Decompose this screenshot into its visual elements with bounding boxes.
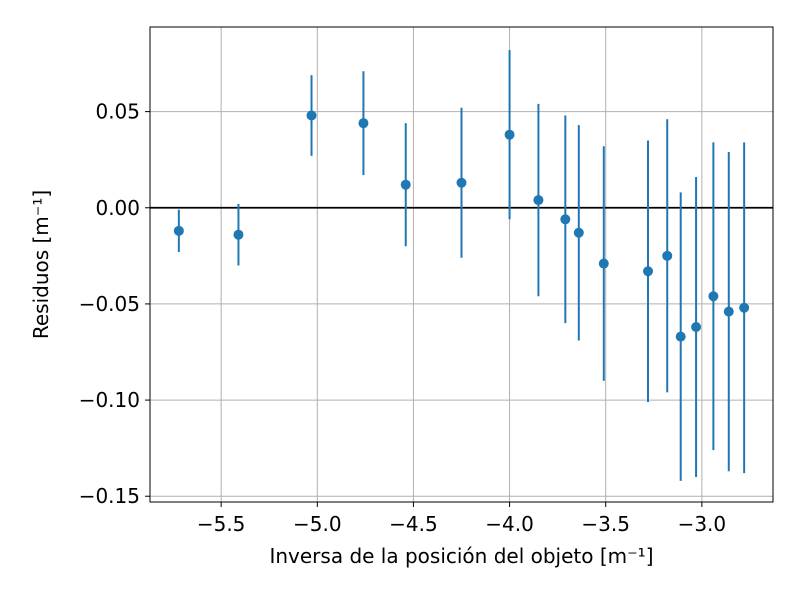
data-layer xyxy=(173,50,750,481)
x-tick-label: −5.0 xyxy=(293,512,342,536)
x-tick-label: −3.5 xyxy=(581,512,630,536)
data-point xyxy=(233,229,244,240)
data-point xyxy=(598,258,609,269)
data-point xyxy=(306,110,317,121)
data-point xyxy=(173,225,184,236)
y-tick-label: −0.10 xyxy=(79,388,140,412)
x-tick-label: −4.0 xyxy=(485,512,534,536)
data-point xyxy=(643,266,654,277)
data-point xyxy=(691,322,702,332)
x-tick-label: −3.0 xyxy=(678,512,727,536)
y-tick-label: 0.05 xyxy=(95,100,140,124)
data-point xyxy=(400,179,411,190)
data-point xyxy=(708,291,719,302)
x-tick-label: −4.5 xyxy=(389,512,438,536)
data-point xyxy=(662,250,673,261)
data-point xyxy=(456,177,467,188)
plot-frame xyxy=(149,26,774,503)
x-tick-label: −5.5 xyxy=(197,512,246,536)
data-point xyxy=(504,129,515,140)
data-point xyxy=(723,306,734,317)
data-point xyxy=(573,227,584,238)
grid xyxy=(150,27,773,502)
data-point xyxy=(560,214,571,225)
y-tick-label: 0.00 xyxy=(95,196,140,220)
y-axis-ticks: 0.05 0.00 −0.05 −0.10 −0.15 xyxy=(79,100,150,508)
data-point xyxy=(533,195,544,206)
y-axis-label: Residuos [m⁻¹] xyxy=(29,190,53,339)
y-tick-label: −0.15 xyxy=(79,484,140,508)
data-point xyxy=(739,302,750,313)
x-axis-ticks: −5.5 −5.0 −4.5 −4.0 −3.5 −3.0 xyxy=(197,502,726,536)
y-tick-label: −0.05 xyxy=(79,292,140,316)
data-point xyxy=(358,118,369,129)
x-axis-label: Inversa de la posición del objeto [m⁻¹] xyxy=(269,544,653,568)
data-point xyxy=(675,331,686,342)
